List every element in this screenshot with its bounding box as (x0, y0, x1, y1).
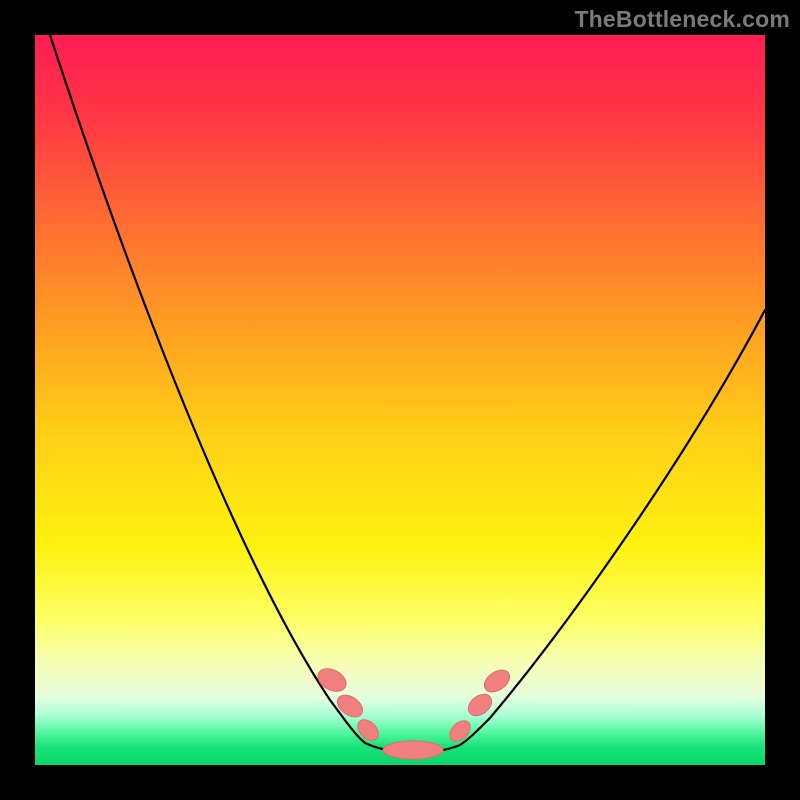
v-curve (50, 35, 765, 753)
trough-marker (354, 716, 382, 744)
trough-marker (446, 717, 474, 745)
trough-marker (383, 741, 443, 759)
trough-markers (314, 664, 514, 759)
watermark-text: TheBottleneck.com (574, 6, 790, 33)
chart-canvas: TheBottleneck.com (0, 0, 800, 800)
trough-marker (314, 664, 350, 696)
curve-overlay (0, 0, 800, 800)
trough-marker (480, 666, 513, 697)
trough-marker (333, 691, 366, 722)
curve-segment (50, 35, 365, 743)
